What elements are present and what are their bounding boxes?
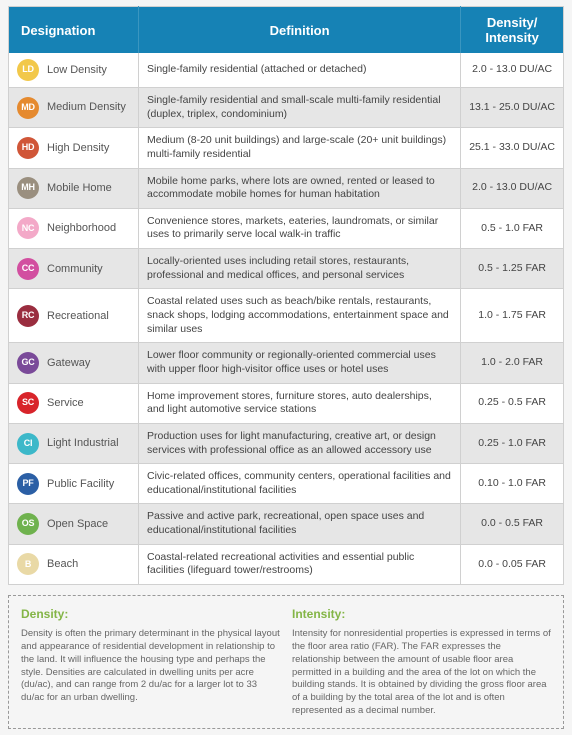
designation-badge-icon: CI [17, 433, 39, 455]
designation-badge-icon: HD [17, 137, 39, 159]
designation-badge-icon: OS [17, 513, 39, 535]
density-cell: 0.0 - 0.5 FAR [461, 504, 564, 544]
designation-badge-icon: NC [17, 217, 39, 239]
designation-label: High Density [47, 141, 109, 155]
definition-cell: Production uses for light manufacturing,… [139, 423, 461, 463]
designation-label: Service [47, 396, 84, 410]
density-cell: 13.1 - 25.0 DU/AC [461, 88, 564, 128]
density-cell: 1.0 - 1.75 FAR [461, 289, 564, 343]
designation-badge-icon: GC [17, 352, 39, 374]
designation-badge-icon: CC [17, 258, 39, 280]
definition-cell: Coastal related uses such as beach/bike … [139, 289, 461, 343]
density-cell: 0.25 - 1.0 FAR [461, 423, 564, 463]
table-row: MD Medium Density Single-family residentia… [9, 88, 564, 128]
definition-cell: Home improvement stores, furniture store… [139, 383, 461, 423]
designation-label: Neighborhood [47, 221, 116, 235]
density-cell: 0.0 - 0.05 FAR [461, 544, 564, 584]
table-row: NC Neighborhood Convenience stores, market… [9, 208, 564, 248]
table-row: HD High Density Medium (8-20 unit building… [9, 128, 564, 168]
definition-cell: Convenience stores, markets, eateries, l… [139, 208, 461, 248]
density-cell: 2.0 - 13.0 DU/AC [461, 53, 564, 88]
definition-cell: Medium (8-20 unit buildings) and large-s… [139, 128, 461, 168]
density-cell: 0.25 - 0.5 FAR [461, 383, 564, 423]
designation-cell: MD Medium Density [9, 88, 139, 128]
table-row: SC Service Home improvement stores, furnit… [9, 383, 564, 423]
designation-cell: SC Service [9, 383, 139, 423]
designation-cell: CI Light Industrial [9, 423, 139, 463]
table-header-row: Designation Definition Density/ Intensit… [9, 7, 564, 54]
designation-cell: PF Public Facility [9, 464, 139, 504]
designation-label: Low Density [47, 63, 107, 77]
designation-badge-icon: SC [17, 392, 39, 414]
col-header-density: Density/ Intensity [461, 7, 564, 54]
designation-label: Mobile Home [47, 181, 112, 195]
designation-cell: NC Neighborhood [9, 208, 139, 248]
definition-cell: Civic-related offices, community centers… [139, 464, 461, 504]
table-row: GC Gateway Lower floor community or region… [9, 343, 564, 383]
density-note-title: Density: [21, 606, 280, 622]
table-row: MH Mobile Home Mobile home parks, where lo… [9, 168, 564, 208]
designation-cell: MH Mobile Home [9, 168, 139, 208]
table-row: LD Low Density Single-family residential (… [9, 53, 564, 88]
notes-box: Density: Density is often the primary de… [8, 595, 564, 729]
designation-label: Light Industrial [47, 436, 119, 450]
density-cell: 0.5 - 1.0 FAR [461, 208, 564, 248]
designation-badge-icon: PF [17, 473, 39, 495]
table-row: RC Recreational Coastal related uses such … [9, 289, 564, 343]
designation-label: Beach [47, 557, 78, 571]
table-row: B Beach Coastal-related recreational activ… [9, 544, 564, 584]
definition-cell: Lower floor community or regionally-orie… [139, 343, 461, 383]
intensity-note-title: Intensity: [292, 606, 551, 622]
designation-cell: B Beach [9, 544, 139, 584]
definition-cell: Single-family residential (attached or d… [139, 53, 461, 88]
table-row: CI Light Industrial Production uses for li… [9, 423, 564, 463]
col-header-definition: Definition [139, 7, 461, 54]
designation-cell: OS Open Space [9, 504, 139, 544]
density-cell: 2.0 - 13.0 DU/AC [461, 168, 564, 208]
land-use-table: Designation Definition Density/ Intensit… [8, 6, 564, 585]
intensity-note-body: Intensity for nonresidential properties … [292, 628, 551, 718]
designation-label: Public Facility [47, 477, 114, 491]
designation-cell: LD Low Density [9, 53, 139, 88]
density-cell: 25.1 - 33.0 DU/AC [461, 128, 564, 168]
density-cell: 1.0 - 2.0 FAR [461, 343, 564, 383]
col-header-designation: Designation [9, 7, 139, 54]
definition-cell: Coastal-related recreational activities … [139, 544, 461, 584]
definition-cell: Single-family residential and small-scal… [139, 88, 461, 128]
designation-badge-icon: RC [17, 305, 39, 327]
designation-badge-icon: LD [17, 59, 39, 81]
density-note: Density: Density is often the primary de… [21, 606, 280, 718]
table-row: CC Community Locally-oriented uses includi… [9, 249, 564, 289]
density-cell: 0.10 - 1.0 FAR [461, 464, 564, 504]
density-note-body: Density is often the primary determinant… [21, 628, 280, 705]
intensity-note: Intensity: Intensity for nonresidential … [292, 606, 551, 718]
definition-cell: Mobile home parks, where lots are owned,… [139, 168, 461, 208]
designation-label: Community [47, 262, 103, 276]
definition-cell: Passive and active park, recreational, o… [139, 504, 461, 544]
designation-badge-icon: MH [17, 177, 39, 199]
designation-cell: RC Recreational [9, 289, 139, 343]
designation-label: Open Space [47, 517, 108, 531]
designation-cell: GC Gateway [9, 343, 139, 383]
designation-badge-icon: B [17, 553, 39, 575]
designation-label: Gateway [47, 356, 90, 370]
designation-cell: HD High Density [9, 128, 139, 168]
table-row: PF Public Facility Civic-related offices, … [9, 464, 564, 504]
density-cell: 0.5 - 1.25 FAR [461, 249, 564, 289]
designation-label: Medium Density [47, 100, 126, 114]
definition-cell: Locally-oriented uses including retail s… [139, 249, 461, 289]
designation-cell: CC Community [9, 249, 139, 289]
designation-badge-icon: MD [17, 97, 39, 119]
designation-label: Recreational [47, 309, 109, 323]
table-row: OS Open Space Passive and active park, rec… [9, 504, 564, 544]
